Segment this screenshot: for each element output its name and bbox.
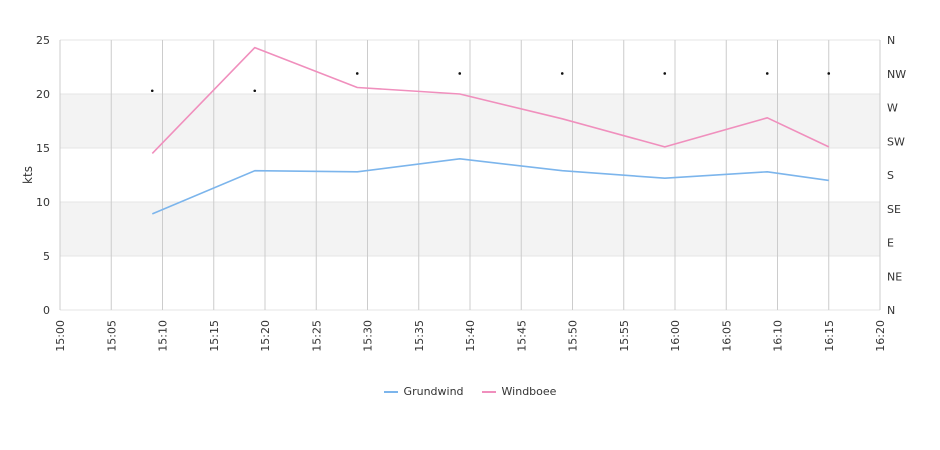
direction-marker — [765, 72, 769, 75]
series-line — [151, 158, 829, 215]
x-tick-label: 16:15 — [823, 320, 836, 352]
legend-swatch — [481, 390, 496, 393]
y-tick-label: 20 — [36, 88, 50, 101]
legend-label: Grundwind — [403, 385, 464, 398]
direction-markers — [150, 72, 831, 93]
x-tick-label: 15:20 — [259, 320, 272, 352]
y-tick-label: 10 — [36, 196, 50, 209]
y2-tick-label: SW — [887, 135, 905, 148]
x-tick-label: 15:30 — [362, 320, 375, 352]
legend-item[interactable]: Windboee — [481, 385, 557, 398]
direction-marker — [663, 72, 667, 75]
direction-marker — [150, 89, 154, 93]
x-tick-label: 16:05 — [720, 320, 733, 352]
y2-tick-label: S — [887, 169, 894, 182]
x-tick-label: 15:00 — [54, 320, 67, 352]
direction-marker — [458, 72, 462, 75]
x-tick-label: 16:10 — [772, 320, 785, 352]
direction-marker — [560, 72, 564, 75]
y-axis-ticks: 0 5 10 15 20 25 — [36, 34, 50, 317]
y2-tick-label: SE — [887, 203, 901, 216]
y2-tick-label: NE — [887, 270, 902, 283]
x-tick-label: 15:35 — [413, 320, 426, 352]
x-tick-label: 15:10 — [157, 320, 170, 352]
direction-marker — [253, 89, 257, 93]
y-axis-label: kts — [21, 166, 35, 184]
y2-tick-label: NW — [887, 68, 906, 81]
y-tick-label: 0 — [43, 304, 50, 317]
x-tick-label: 15:40 — [464, 320, 477, 352]
y2-tick-label: W — [887, 102, 898, 115]
x-tick-label: 15:45 — [515, 320, 528, 352]
grid-lines — [59, 39, 881, 311]
x-tick-label: 15:15 — [208, 320, 221, 352]
y2-axis-ticks: N NE E SE S SW W NW N — [887, 34, 906, 317]
x-tick-label: 15:25 — [310, 320, 323, 352]
series-lines — [151, 46, 830, 215]
y2-tick-label: N — [887, 304, 895, 317]
legend-item[interactable]: Grundwind — [383, 385, 464, 398]
x-tick-label: 16:00 — [669, 320, 682, 352]
series-line — [151, 46, 830, 154]
direction-marker — [355, 72, 359, 75]
x-tick-label: 15:05 — [105, 320, 118, 352]
legend-label: Windboee — [501, 385, 557, 398]
legend-swatch — [383, 390, 398, 393]
y-tick-label: 15 — [36, 142, 50, 155]
y-tick-label: 5 — [43, 250, 50, 263]
x-tick-label: 15:55 — [618, 320, 631, 352]
y2-tick-label: E — [887, 237, 894, 250]
x-tick-label: 15:50 — [567, 320, 580, 352]
x-axis-ticks: 15:00 15:05 15:10 15:15 15:20 15:25 15:30 15:35… — [54, 320, 887, 352]
direction-marker — [827, 72, 831, 75]
y2-tick-label: N — [887, 34, 895, 47]
x-tick-label: 16:20 — [874, 320, 887, 352]
legend: Grundwind Windboee — [0, 385, 940, 398]
y-tick-label: 25 — [36, 34, 50, 47]
